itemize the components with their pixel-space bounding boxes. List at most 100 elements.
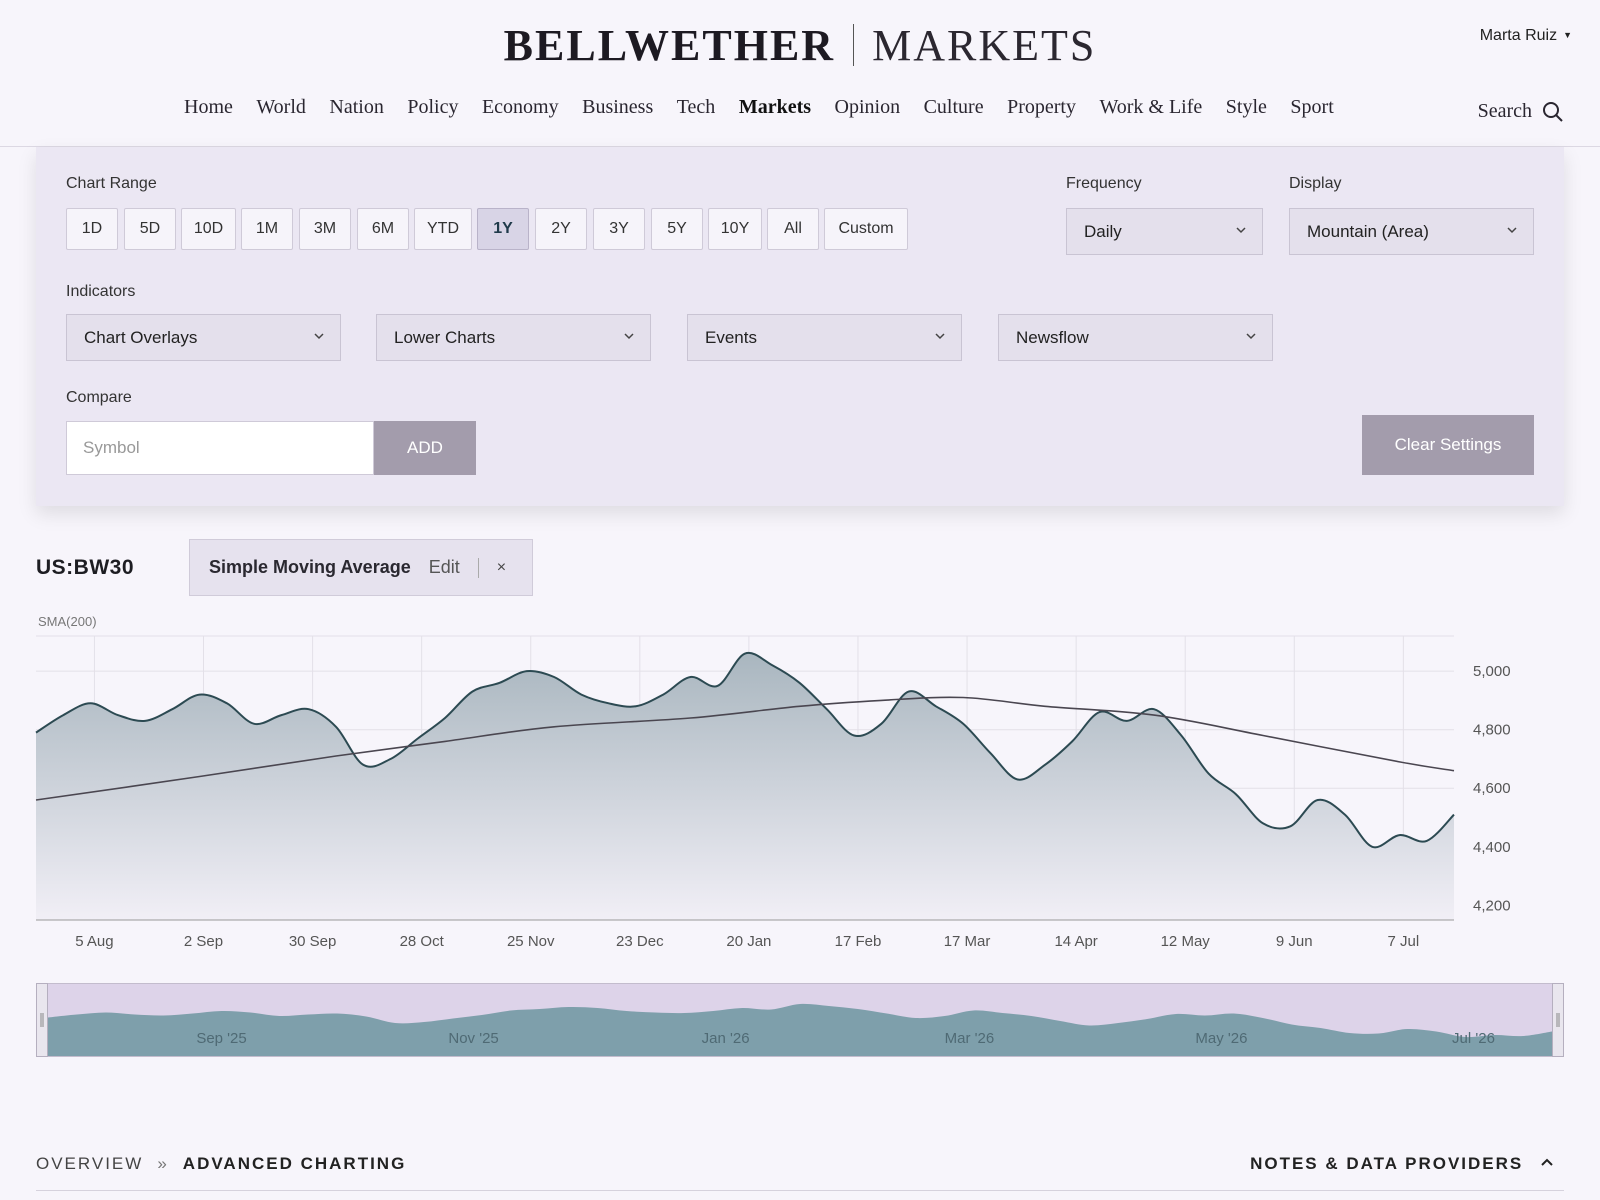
nav-item-business[interactable]: Business	[582, 96, 654, 118]
chevron-down-icon	[1507, 227, 1517, 234]
x-tick-label: 23 Dec	[616, 933, 664, 950]
nav-item-tech[interactable]: Tech	[676, 96, 716, 118]
logo-section: MARKETS	[872, 21, 1097, 70]
breadcrumb-overview[interactable]: OVERVIEW	[36, 1154, 144, 1173]
range-button-custom[interactable]: Custom	[824, 208, 908, 250]
frequency-select[interactable]: Daily	[1066, 208, 1263, 255]
x-tick-label: 30 Sep	[289, 933, 337, 950]
events-select[interactable]: Events	[687, 314, 962, 361]
y-tick-label: 4,600	[1473, 780, 1511, 797]
range-button-3y[interactable]: 3Y	[593, 208, 645, 250]
nav-item-home[interactable]: Home	[184, 96, 233, 118]
navigator-label: Nov '25	[448, 1030, 498, 1047]
chevron-down-icon	[935, 333, 945, 340]
nav-item-economy[interactable]: Economy	[481, 96, 559, 118]
chevron-down-icon	[624, 333, 634, 340]
indicator-chip: Simple Moving Average Edit ×	[189, 539, 533, 596]
x-tick-label: 17 Feb	[835, 933, 882, 950]
remove-indicator-icon[interactable]: ×	[496, 558, 507, 576]
nav-item-work-life[interactable]: Work & Life	[1099, 96, 1203, 118]
range-button-6m[interactable]: 6M	[357, 208, 409, 250]
notes-label: NOTES & DATA PROVIDERS	[1250, 1154, 1524, 1173]
x-tick-label: 9 Jun	[1276, 933, 1313, 950]
nav-item-markets[interactable]: Markets	[738, 96, 812, 118]
chart-symbol: US:BW30	[36, 556, 135, 579]
range-button-10d[interactable]: 10D	[181, 208, 236, 250]
x-tick-label: 20 Jan	[726, 933, 771, 950]
logo-divider	[853, 24, 855, 66]
indicators-label: Indicators	[66, 283, 136, 300]
nav-item-style[interactable]: Style	[1225, 96, 1267, 118]
range-button-all[interactable]: All	[767, 208, 819, 250]
compare-symbol-input[interactable]	[66, 421, 374, 475]
indicator-name: Simple Moving Average	[209, 557, 411, 577]
notes-data-providers-toggle[interactable]: NOTES & DATA PROVIDERS	[1250, 1154, 1554, 1174]
range-button-3m[interactable]: 3M	[299, 208, 351, 250]
x-tick-label: 12 May	[1161, 933, 1211, 950]
range-button-5y[interactable]: 5Y	[651, 208, 703, 250]
nav-item-opinion[interactable]: Opinion	[834, 96, 901, 118]
y-tick-label: 4,400	[1473, 839, 1511, 856]
x-tick-label: 25 Nov	[507, 933, 555, 950]
user-name: Marta Ruiz	[1479, 27, 1558, 44]
breadcrumb: OVERVIEW » ADVANCED CHARTING	[36, 1154, 406, 1174]
range-button-5d[interactable]: 5D	[124, 208, 176, 250]
chart-overlays-select[interactable]: Chart Overlays	[66, 314, 341, 361]
y-tick-label: 4,800	[1473, 722, 1511, 739]
site-logo[interactable]: BELLWETHER MARKETS	[0, 20, 1600, 71]
x-tick-label: 14 Apr	[1054, 933, 1097, 950]
display-label: Display	[1289, 175, 1342, 192]
frequency-value: Daily	[1084, 221, 1122, 241]
navigator-handle-right[interactable]	[1552, 983, 1564, 1057]
range-navigator[interactable]: Sep '25 Nov '25 Jan '26 Mar '26 May '26 Jul '…	[36, 983, 1564, 1057]
range-button-ytd[interactable]: YTD	[414, 208, 472, 250]
y-tick-label: 5,000	[1473, 663, 1511, 680]
newsflow-select[interactable]: Newsflow	[998, 314, 1273, 361]
search-button[interactable]: Search	[1478, 100, 1564, 123]
x-tick-label: 28 Oct	[400, 933, 445, 950]
logo-brand: BELLWETHER	[503, 21, 836, 70]
x-tick-label: 5 Aug	[75, 933, 113, 950]
navigator-series	[48, 1003, 1552, 1056]
range-button-1m[interactable]: 1M	[241, 208, 293, 250]
user-menu[interactable]: Marta Ruiz ▼	[1480, 27, 1572, 45]
nav-item-culture[interactable]: Culture	[923, 96, 984, 118]
lower-charts-select[interactable]: Lower Charts	[376, 314, 651, 361]
select-value: Newsflow	[1016, 327, 1089, 347]
add-compare-button[interactable]: ADD	[374, 421, 476, 475]
range-button-1y[interactable]: 1Y	[477, 208, 529, 250]
range-button-2y[interactable]: 2Y	[535, 208, 587, 250]
footer-divider	[36, 1190, 1564, 1191]
breadcrumb-current: ADVANCED CHARTING	[182, 1154, 407, 1173]
nav-item-policy[interactable]: Policy	[407, 96, 459, 118]
navigator-label: Mar '26	[945, 1030, 995, 1047]
x-tick-label: 17 Mar	[944, 933, 991, 950]
clear-settings-button[interactable]: Clear Settings	[1362, 415, 1534, 475]
nav-item-nation[interactable]: Nation	[329, 96, 384, 118]
select-value: Events	[705, 327, 757, 347]
chevron-down-icon	[1236, 227, 1246, 234]
navigator-label: Jan '26	[702, 1030, 750, 1047]
y-tick-label: 4,200	[1473, 897, 1511, 914]
masthead: BELLWETHER MARKETS Marta Ruiz ▼ Home World N…	[0, 0, 1600, 147]
navigator-handle-left[interactable]	[36, 983, 48, 1057]
sma-line[interactable]	[35, 696, 1455, 801]
compare-label: Compare	[66, 389, 132, 406]
range-button-1d[interactable]: 1D	[66, 208, 118, 250]
x-tick-label: 7 Jul	[1388, 933, 1420, 950]
chevron-down-icon	[1246, 333, 1256, 340]
breadcrumb-separator: »	[157, 1154, 169, 1173]
range-button-10y[interactable]: 10Y	[708, 208, 762, 250]
sma-overlay-label: SMA(200)	[38, 614, 97, 629]
nav-item-sport[interactable]: Sport	[1290, 96, 1334, 118]
price-chart[interactable]: SMA(200) 5,000 4,800 4,600 4,400 4,200 5 Aug 2 …	[0, 600, 1600, 960]
display-select[interactable]: Mountain (Area)	[1289, 208, 1534, 255]
nav-item-property[interactable]: Property	[1007, 96, 1076, 118]
primary-nav: Home World Nation Policy Economy Business Tech…	[184, 96, 1357, 119]
price-area-fill	[36, 652, 1454, 920]
nav-item-world[interactable]: World	[256, 96, 306, 118]
edit-indicator-link[interactable]: Edit	[428, 557, 460, 577]
price-line[interactable]	[35, 651, 1455, 849]
navigator-label: Jul '26	[1452, 1030, 1495, 1047]
navigator-label: Sep '25	[196, 1030, 246, 1047]
